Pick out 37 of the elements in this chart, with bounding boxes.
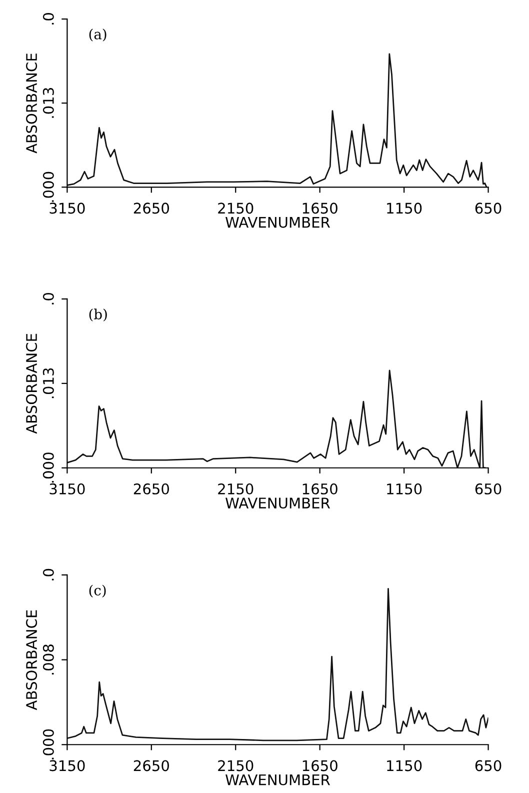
- x-tick-label: 650: [475, 202, 502, 214]
- x-tick-label: 1650: [302, 202, 338, 214]
- x-tick-label: 2150: [218, 202, 254, 214]
- y-tick-label: .013: [42, 88, 54, 118]
- x-tick-label: 2150: [218, 760, 254, 772]
- annotation: (c): [89, 584, 106, 598]
- x-axis-title: WAVENUMBER: [226, 216, 330, 228]
- y-tick-label: .000: [42, 172, 54, 202]
- x-tick-label: 1650: [302, 760, 338, 772]
- x-tick-label: 650: [475, 483, 502, 494]
- y-axis-title: ABSORBANCE: [26, 610, 38, 710]
- x-tick-label: 3150: [50, 202, 85, 214]
- x-axis-title: WAVENUMBER: [226, 774, 330, 786]
- y-tick-label: .0: [42, 568, 54, 580]
- y-tick-label: .013: [42, 368, 54, 398]
- x-tick-label: 650: [475, 760, 502, 772]
- x-tick-label: 1650: [302, 483, 338, 494]
- y-tick-label: .000: [42, 452, 54, 483]
- annotation: (b): [89, 308, 107, 322]
- x-tick-label: 1150: [387, 483, 422, 494]
- line-series: [67, 370, 486, 468]
- y-axis-title: ABSORBANCE: [26, 334, 38, 434]
- x-axis-title: WAVENUMBER: [226, 498, 330, 509]
- x-tick-label: 2650: [134, 483, 169, 494]
- x-tick-label: 3150: [50, 483, 85, 494]
- x-tick-label: 2650: [134, 202, 169, 214]
- annotation: (a): [89, 28, 106, 42]
- x-tick-label: 3150: [50, 760, 85, 772]
- x-tick-label: 2650: [134, 760, 169, 772]
- x-tick-label: 1150: [387, 202, 422, 214]
- y-axis-title: ABSORBANCE: [26, 54, 38, 154]
- x-tick-label: 2150: [218, 483, 254, 494]
- y-tick-label: .000: [42, 729, 54, 760]
- y-tick-label: .0: [42, 13, 54, 24]
- y-tick-label: .008: [42, 644, 54, 674]
- y-tick-label: .0: [42, 292, 54, 304]
- x-tick-label: 1150: [387, 760, 422, 772]
